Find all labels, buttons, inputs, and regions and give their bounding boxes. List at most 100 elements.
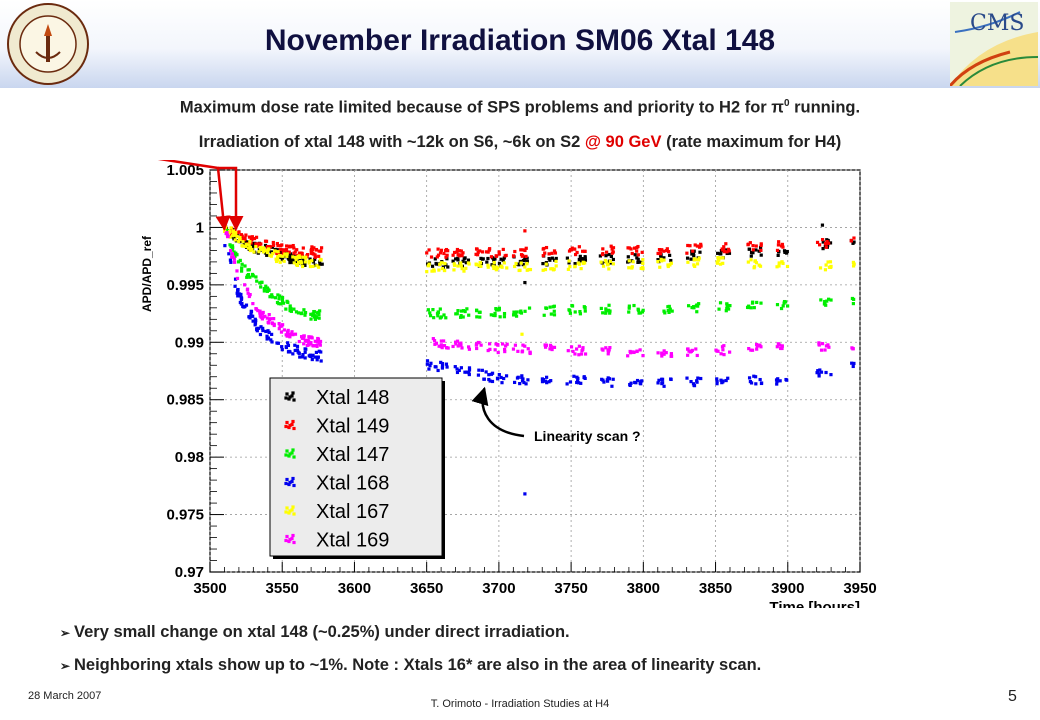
data-point: [752, 266, 756, 270]
bullet-arrow-icon: ➢: [60, 659, 71, 673]
data-point: [582, 258, 586, 262]
data-point: [640, 310, 645, 314]
data-point: [463, 309, 467, 314]
data-point: [513, 380, 517, 385]
data-point: [251, 302, 255, 306]
series-xtal-167: [222, 225, 856, 274]
data-point: [248, 240, 252, 244]
data-point: [248, 292, 252, 297]
data-point: [452, 250, 457, 255]
data-point: [776, 243, 781, 247]
data-point: [818, 266, 823, 270]
data-point: [490, 371, 495, 375]
data-point: [525, 262, 529, 266]
data-point: [233, 232, 238, 237]
data-point: [258, 309, 262, 313]
data-point: [319, 258, 323, 262]
data-point: [240, 269, 244, 273]
data-point: [278, 294, 282, 298]
data-point: [280, 295, 285, 300]
data-point: [781, 304, 785, 308]
legend-marker-dot: [288, 480, 292, 485]
data-point: [527, 306, 532, 310]
data-point: [295, 248, 299, 252]
data-point: [451, 259, 455, 263]
data-point: [553, 251, 558, 255]
data-point: [699, 376, 703, 381]
data-point: [256, 309, 260, 313]
x-tick-label: 3850: [699, 580, 732, 597]
legend-marker-dot: [291, 448, 295, 452]
data-point: [544, 306, 549, 310]
data-point: [577, 262, 582, 266]
data-point: [439, 343, 443, 347]
data-point: [516, 375, 520, 379]
data-point: [581, 346, 585, 350]
data-point: [523, 309, 527, 313]
data-point: [578, 309, 582, 314]
data-point: [502, 315, 507, 319]
data-point: [303, 350, 307, 354]
data-point: [696, 376, 700, 380]
data-point: [430, 264, 435, 268]
data-point: [309, 335, 313, 339]
data-point: [475, 315, 479, 319]
data-point: [309, 251, 313, 255]
data-point: [438, 251, 443, 255]
data-point: [440, 362, 445, 366]
y-tick-label: 0.98: [175, 449, 204, 466]
data-point: [718, 301, 723, 305]
data-point: [230, 255, 234, 259]
data-point: [827, 297, 831, 301]
data-point: [253, 323, 257, 327]
data-point: [815, 371, 819, 375]
data-point: [600, 347, 604, 351]
data-point: [604, 346, 608, 350]
data-point: [268, 244, 272, 249]
data-point: [599, 306, 603, 311]
data-point: [715, 377, 719, 381]
data-point: [434, 261, 438, 266]
data-point: [277, 327, 281, 331]
data-point: [720, 247, 724, 251]
legend-marker-dot: [291, 391, 295, 395]
data-point: [239, 292, 243, 297]
data-point: [610, 247, 614, 251]
data-point: [662, 258, 666, 262]
data-point: [851, 264, 856, 268]
legend-marker: [284, 505, 296, 516]
data-point: [720, 381, 724, 385]
data-point: [542, 246, 546, 251]
data-point: [523, 492, 527, 496]
data-point: [540, 380, 545, 384]
data-point: [724, 378, 728, 383]
data-point: [694, 304, 699, 308]
data-point: [300, 251, 304, 256]
data-point: [429, 361, 433, 365]
data-point: [481, 257, 485, 261]
legend-marker-dot: [285, 534, 289, 539]
data-point: [257, 250, 261, 254]
x-tick-label: 3550: [266, 580, 299, 597]
data-point: [250, 235, 254, 239]
data-point: [725, 302, 729, 306]
data-point: [427, 248, 431, 252]
data-point: [274, 257, 278, 261]
data-point: [224, 229, 229, 233]
legend-marker: [284, 448, 296, 459]
data-point: [439, 344, 443, 349]
data-point: [775, 379, 779, 384]
data-point: [548, 305, 552, 309]
legend-marker-dot: [291, 505, 295, 509]
data-point: [544, 343, 548, 347]
data-point: [232, 260, 237, 264]
data-point: [695, 262, 700, 266]
data-point: [828, 260, 833, 264]
subtitle-line-1-text: Maximum dose rate limited because of SPS…: [179, 98, 772, 117]
data-point: [575, 375, 579, 379]
x-tick-label: 3600: [338, 580, 371, 597]
data-point: [455, 250, 459, 254]
data-point: [250, 314, 254, 318]
data-point: [631, 260, 635, 264]
data-point: [662, 256, 666, 260]
